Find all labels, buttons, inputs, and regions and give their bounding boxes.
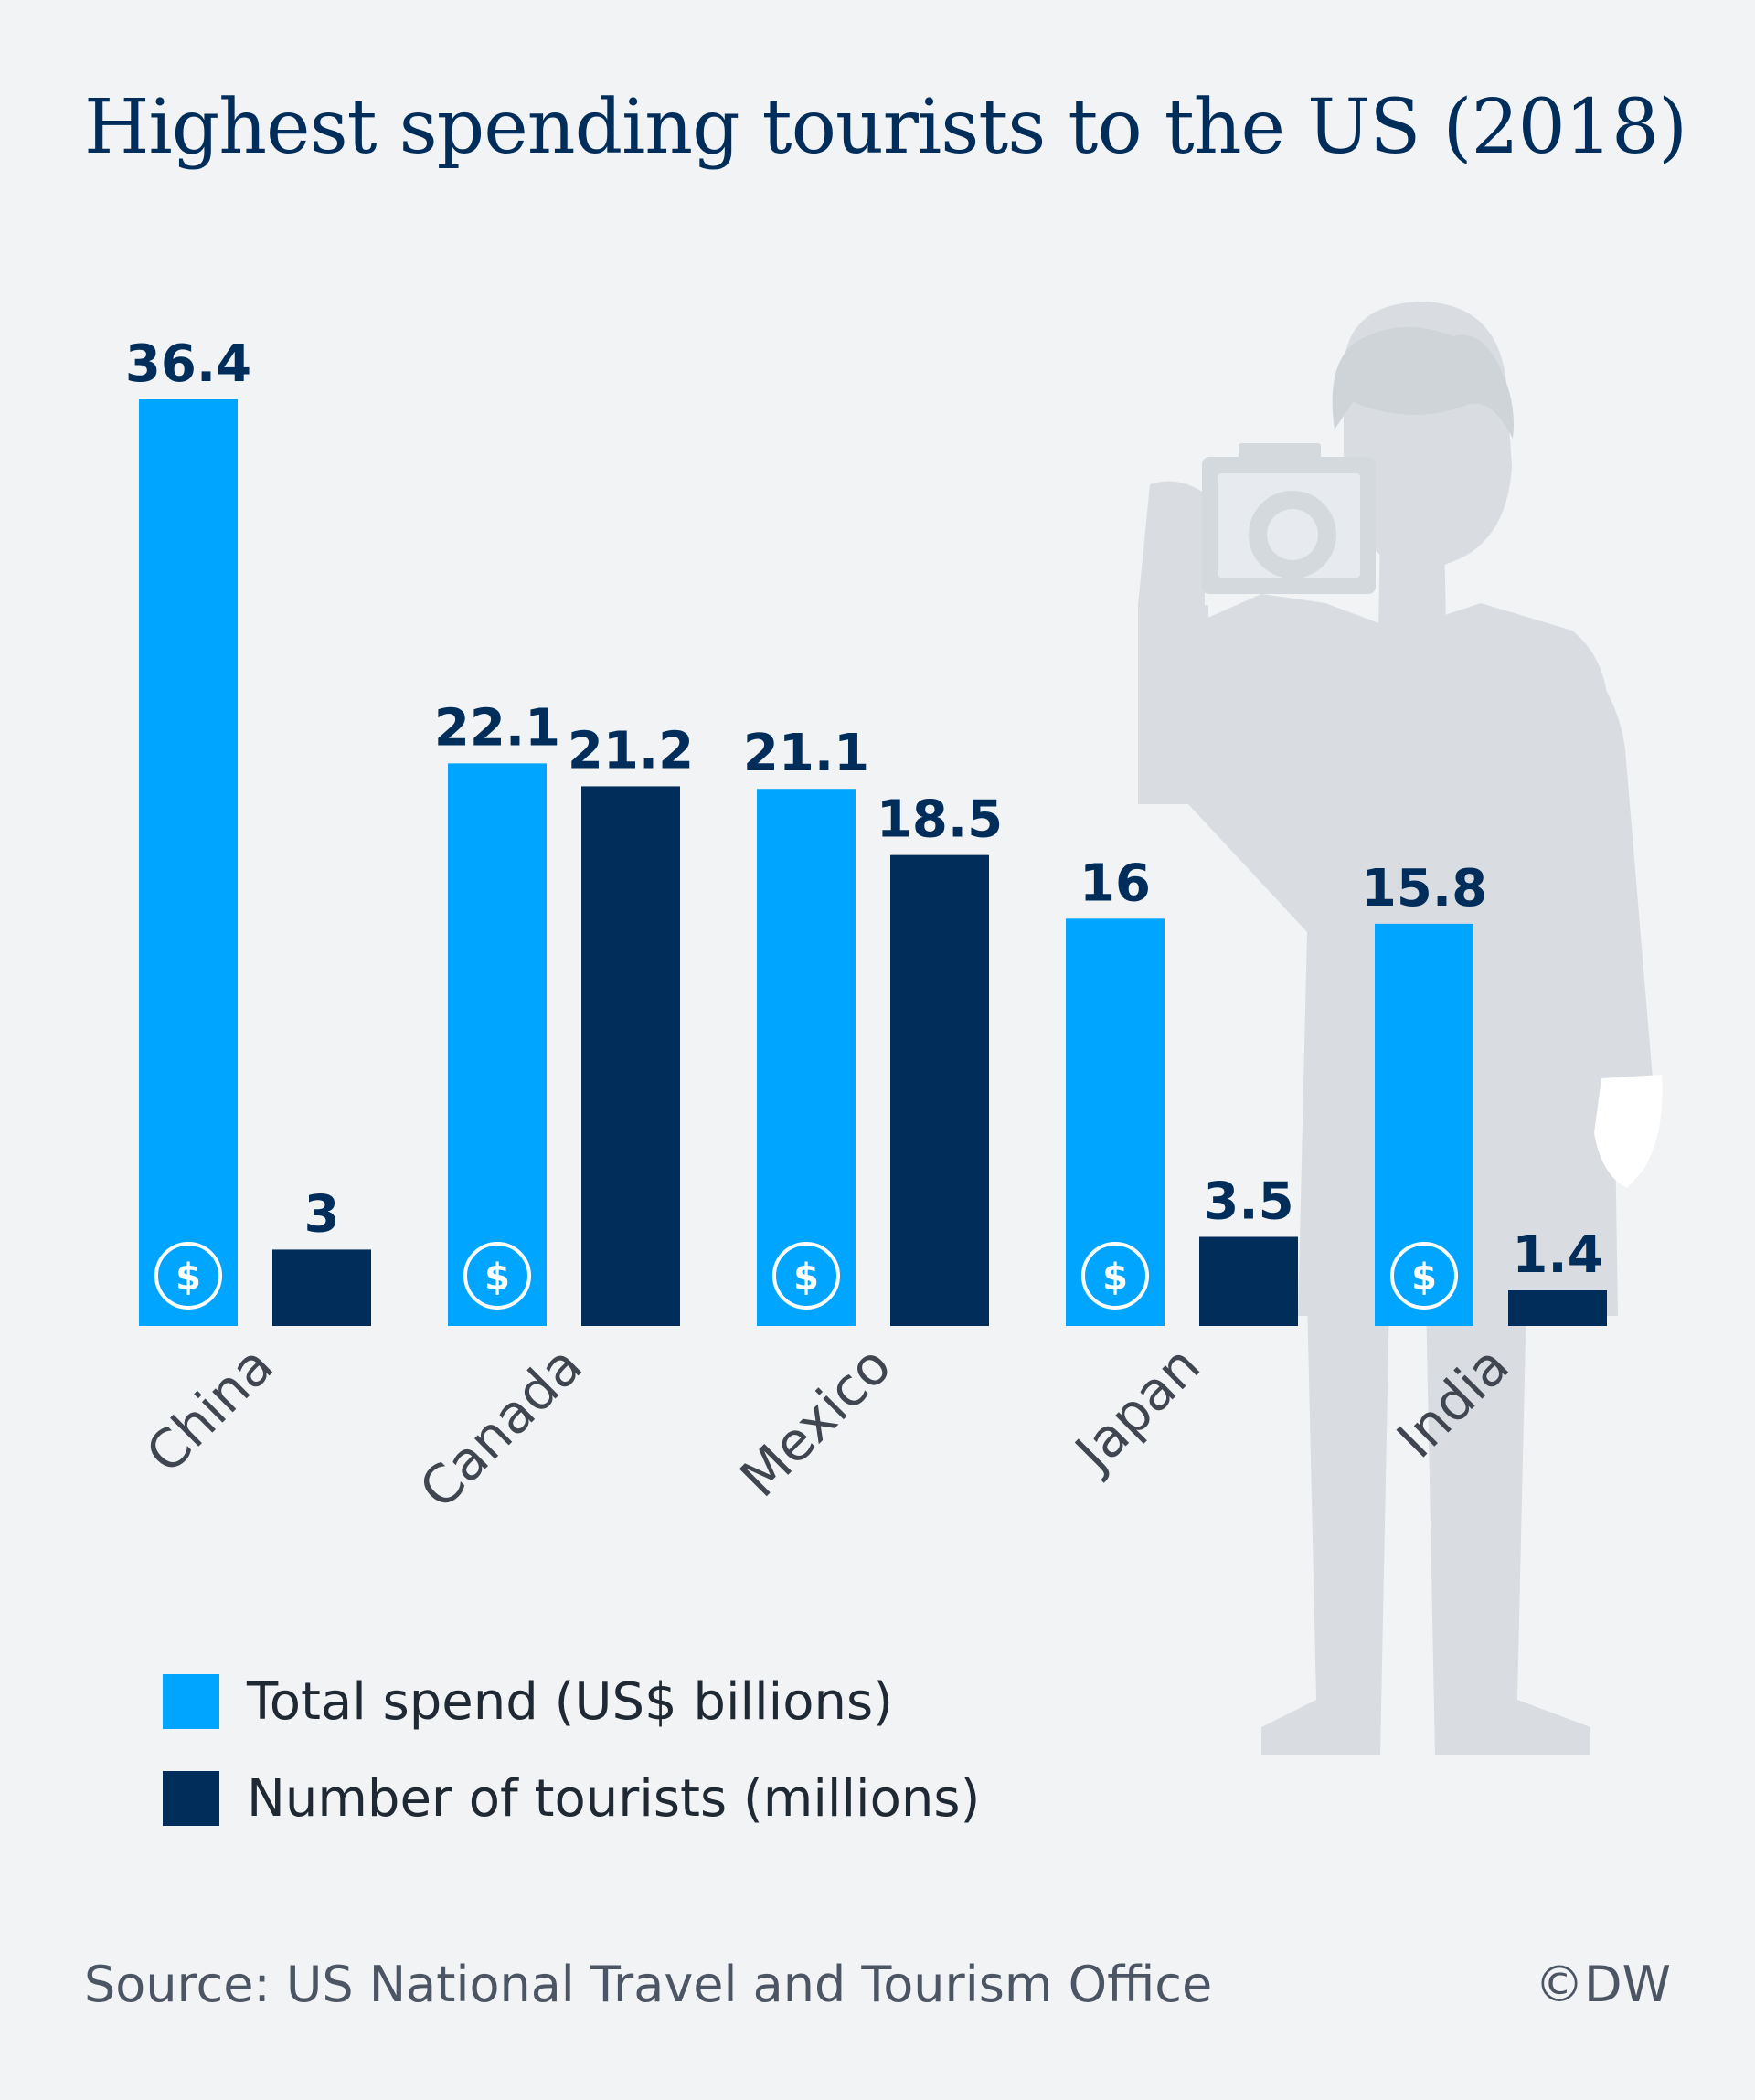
- value-label-tourists-india: 1.4: [1512, 1225, 1602, 1285]
- category-label-canada: Canada: [408, 1334, 594, 1521]
- value-label-tourists-japan: 3.5: [1203, 1172, 1293, 1232]
- chart-title: Highest spending tourists to the US (201…: [84, 84, 1687, 171]
- value-label-tourists-mexico: 18.5: [877, 790, 1003, 850]
- value-label-tourists-canada: 21.2: [568, 721, 694, 780]
- dollar-icon-ring: [154, 1242, 222, 1310]
- dollar-icon-symbol: $: [176, 1257, 201, 1299]
- bar-spend-japan: [1066, 918, 1165, 1326]
- dollar-icon-ring: [463, 1242, 531, 1310]
- dollar-icon-ring: [1081, 1242, 1149, 1310]
- dollar-icon-ring: [1390, 1242, 1458, 1310]
- bar-tourists-japan: [1199, 1236, 1298, 1326]
- bar-spend-mexico: [757, 789, 856, 1326]
- bar-tourists-canada: [581, 786, 680, 1326]
- legend-label-number-of-tourists: Number of tourists (millions): [247, 1768, 981, 1829]
- value-label-spend-india: 15.8: [1361, 859, 1487, 918]
- category-label-mexico: Mexico: [729, 1334, 903, 1509]
- bar-tourists-mexico: [890, 854, 989, 1326]
- dollar-icon: $: [772, 1242, 840, 1310]
- dollar-icon-symbol: $: [1411, 1257, 1437, 1299]
- legend-item-number-of-tourists: Number of tourists (millions): [163, 1768, 981, 1829]
- bar-spend-china: [139, 399, 238, 1326]
- dollar-icon-symbol: $: [793, 1257, 819, 1299]
- value-label-spend-canada: 22.1: [434, 698, 560, 758]
- dollar-icon-ring: [772, 1242, 840, 1310]
- category-label-japan: Japan: [1061, 1334, 1212, 1485]
- value-label-spend-japan: 16: [1080, 854, 1151, 913]
- value-label-spend-mexico: 21.1: [743, 724, 869, 783]
- legend-swatch-number-of-tourists: [163, 1771, 219, 1826]
- bar-tourists-china: [272, 1249, 371, 1326]
- dollar-icon-symbol: $: [1102, 1257, 1128, 1299]
- dollar-icon: $: [463, 1242, 531, 1310]
- value-label-spend-china: 36.4: [125, 334, 251, 394]
- bar-spend-india: [1375, 923, 1473, 1326]
- dollar-icon: $: [1390, 1242, 1458, 1310]
- credit: ©DW: [1535, 1956, 1671, 2013]
- category-label-china: China: [134, 1334, 285, 1485]
- dollar-icon: $: [154, 1242, 222, 1310]
- bar-spend-canada: [448, 763, 547, 1326]
- legend: Total spend (US$ billions) Number of tou…: [163, 1671, 981, 1868]
- legend-item-total-spend: Total spend (US$ billions): [163, 1671, 980, 1732]
- legend-label-total-spend: Total spend (US$ billions): [247, 1671, 893, 1732]
- legend-swatch-total-spend: [163, 1674, 219, 1729]
- bar-tourists-india: [1508, 1290, 1607, 1326]
- dollar-icon-symbol: $: [484, 1257, 510, 1299]
- value-label-tourists-china: 3: [304, 1184, 340, 1244]
- dollar-icon: $: [1081, 1242, 1149, 1310]
- source-note: Source: US National Travel and Tourism O…: [84, 1956, 1213, 2013]
